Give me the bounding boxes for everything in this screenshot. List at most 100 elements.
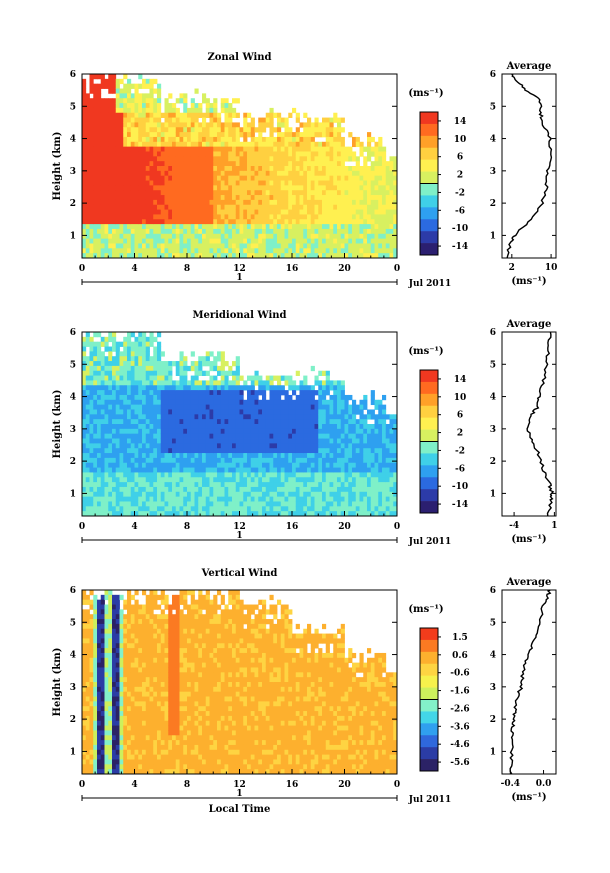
heatmap-cell bbox=[333, 199, 338, 206]
colorbar-band bbox=[420, 195, 438, 208]
heatmap-cell bbox=[307, 204, 312, 210]
heatmap-cell bbox=[235, 370, 240, 376]
heatmap-cell bbox=[202, 214, 207, 220]
heatmap-cell bbox=[213, 419, 218, 425]
heatmap-cell bbox=[269, 224, 274, 230]
heatmap-cell bbox=[359, 141, 364, 148]
heatmap-cell bbox=[329, 190, 334, 196]
heatmap-cell bbox=[235, 112, 240, 118]
heatmap-cell bbox=[250, 175, 255, 181]
heatmap-cell bbox=[322, 496, 327, 502]
heatmap-cell bbox=[288, 214, 293, 220]
heatmap-cell bbox=[247, 438, 252, 444]
heatmap-cell bbox=[217, 146, 222, 152]
heatmap-cell bbox=[205, 219, 210, 225]
heatmap-cell bbox=[85, 361, 90, 367]
heatmap-cell bbox=[100, 361, 105, 367]
heatmap-cell bbox=[179, 477, 184, 483]
heatmap-cell bbox=[168, 380, 173, 386]
heatmap-cell bbox=[93, 419, 98, 425]
heatmap-cell bbox=[175, 491, 180, 498]
heatmap-cell bbox=[265, 486, 270, 493]
heatmap-cell bbox=[359, 428, 364, 435]
heatmap-cell bbox=[310, 122, 315, 128]
heatmap-cell bbox=[179, 93, 184, 99]
x-tick-label: 0 bbox=[79, 264, 85, 274]
heatmap-cell bbox=[254, 228, 259, 235]
heatmap-cell bbox=[217, 351, 222, 357]
heatmap-cell bbox=[322, 370, 327, 376]
heatmap-cell bbox=[179, 462, 184, 468]
heatmap-cell bbox=[254, 428, 259, 435]
heatmap-cell bbox=[115, 365, 120, 372]
heatmap-cell bbox=[307, 399, 312, 406]
heatmap-cell bbox=[303, 151, 308, 157]
heatmap-cell bbox=[164, 433, 169, 439]
heatmap-cell bbox=[145, 428, 150, 435]
heatmap-cell bbox=[153, 336, 158, 343]
heatmap-cell bbox=[292, 219, 297, 225]
heatmap-cell bbox=[123, 467, 128, 473]
heatmap-cell bbox=[123, 506, 128, 512]
heatmap-cell bbox=[127, 438, 132, 444]
heatmap-cell bbox=[179, 209, 184, 215]
heatmap-cell bbox=[175, 170, 180, 177]
heatmap-cell bbox=[160, 248, 165, 254]
heatmap-cell bbox=[100, 127, 105, 133]
heatmap-cell bbox=[310, 175, 315, 181]
heatmap-cell bbox=[97, 185, 102, 191]
heatmap-cell bbox=[172, 136, 177, 143]
heatmap-cell bbox=[277, 433, 282, 439]
heatmap-cell bbox=[224, 170, 229, 177]
heatmap-cell bbox=[337, 253, 342, 259]
heatmap-cell bbox=[235, 161, 240, 167]
heatmap-cell bbox=[179, 370, 184, 376]
heatmap-cell bbox=[164, 414, 169, 420]
heatmap-cell bbox=[149, 83, 154, 89]
heatmap-cell bbox=[295, 195, 300, 201]
heatmap-cell bbox=[160, 156, 165, 162]
heatmap-cell bbox=[100, 453, 105, 459]
heatmap-cell bbox=[378, 219, 383, 225]
heatmap-cell bbox=[348, 166, 353, 172]
heatmap-cell bbox=[187, 136, 192, 143]
heatmap-cell bbox=[213, 443, 218, 449]
heatmap-cell bbox=[149, 467, 154, 473]
heatmap-cell bbox=[183, 375, 188, 381]
heatmap-cell bbox=[337, 132, 342, 138]
heatmap-cell bbox=[247, 127, 252, 133]
heatmap-cell bbox=[157, 151, 162, 157]
heatmap-cell bbox=[160, 243, 165, 249]
heatmap-cell bbox=[329, 380, 334, 386]
heatmap-cell bbox=[134, 151, 139, 157]
heatmap-cell bbox=[295, 399, 300, 406]
heatmap-cell bbox=[112, 74, 117, 80]
heatmap-cell bbox=[97, 209, 102, 215]
heatmap-cell bbox=[239, 506, 244, 512]
heatmap-cell bbox=[352, 419, 357, 425]
heatmap-cell bbox=[198, 228, 203, 235]
heatmap-cell bbox=[209, 462, 214, 468]
heatmap-cell bbox=[295, 199, 300, 206]
heatmap-cell bbox=[172, 175, 177, 181]
heatmap-cell bbox=[149, 506, 154, 512]
heatmap-cell bbox=[142, 365, 147, 372]
heatmap-cell bbox=[273, 190, 278, 196]
heatmap-cell bbox=[322, 185, 327, 191]
heatmap-cell bbox=[329, 161, 334, 167]
heatmap-cell bbox=[220, 243, 225, 249]
heatmap-cell bbox=[175, 224, 180, 230]
heatmap-cell bbox=[115, 219, 120, 225]
heatmap-cell bbox=[385, 243, 390, 249]
heatmap-cell bbox=[194, 190, 199, 196]
heatmap-cell bbox=[164, 214, 169, 220]
heatmap-cell bbox=[340, 462, 345, 468]
heatmap-cell bbox=[138, 404, 143, 410]
heatmap-cell bbox=[239, 243, 244, 249]
heatmap-cell bbox=[258, 214, 263, 220]
heatmap-cell bbox=[265, 496, 270, 502]
heatmap-cell bbox=[115, 151, 120, 157]
heatmap-cell bbox=[228, 248, 233, 254]
heatmap-cell bbox=[104, 346, 109, 352]
heatmap-cell bbox=[325, 156, 330, 162]
